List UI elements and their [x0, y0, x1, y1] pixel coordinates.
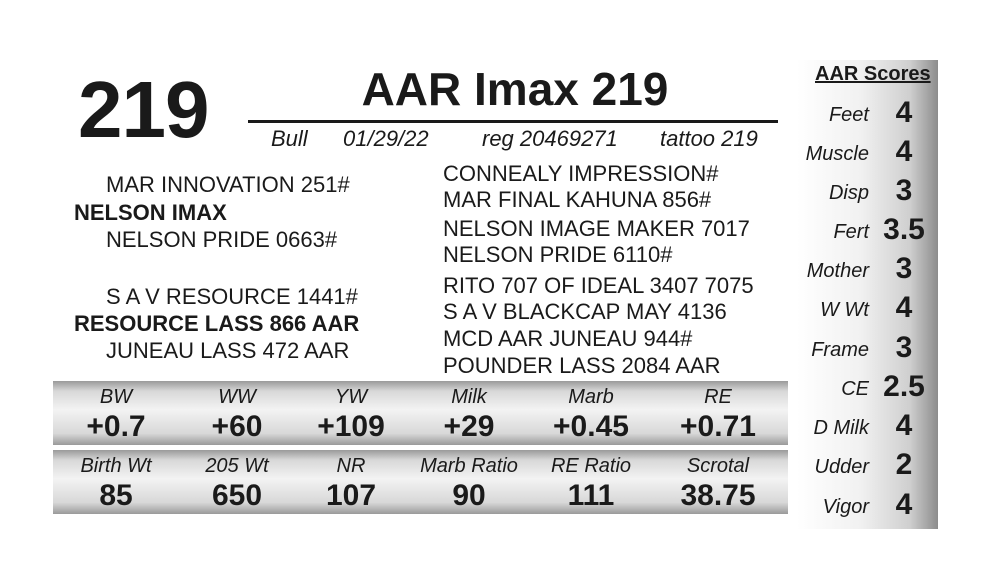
actual-label: Birth Wt: [80, 455, 152, 477]
epd-label: BW: [99, 386, 133, 408]
score-label-ce: CE: [841, 378, 869, 400]
sire: NELSON IMAX: [74, 200, 227, 225]
actual-marb-ratio: Marb Ratio 90: [409, 456, 529, 511]
epd-label: Marb: [568, 386, 614, 408]
score-label-feet: Feet: [828, 104, 869, 126]
actual-label: NR: [336, 455, 366, 477]
epd-value: +60: [211, 410, 263, 443]
actual-value: 38.75: [680, 479, 756, 512]
registration-number: reg 20469271: [482, 126, 618, 151]
score-label-disp: Disp: [828, 182, 869, 204]
animal-name: AAR Imax 219: [361, 63, 669, 115]
actual-value: 111: [567, 479, 615, 512]
lot-number: 219: [78, 65, 209, 154]
actual-value: 650: [211, 479, 263, 512]
score-value-d-milk: 4: [895, 409, 913, 442]
dam-dam: JUNEAU LASS 472 AAR: [106, 338, 350, 363]
sire-dam-dam: NELSON PRIDE 6110#: [443, 242, 673, 267]
actual-value: 90: [452, 479, 486, 512]
score-label-udder: Udder: [814, 456, 869, 478]
actual-re-ratio: RE Ratio 111: [531, 456, 651, 511]
score-label-w-wt: W Wt: [820, 299, 869, 321]
score-label-vigor: Vigor: [822, 496, 869, 518]
score-value-disp: 3: [895, 174, 913, 207]
actual-scrotal: Scrotal 38.75: [658, 456, 778, 511]
score-value-frame: 3: [895, 331, 913, 364]
score-value-ce: 2.5: [883, 370, 925, 403]
actual-label: 205 Wt: [205, 455, 269, 477]
dam-sire-dam: S A V BLACKCAP MAY 4136: [443, 299, 727, 324]
epd-marb: Marb +0.45: [531, 387, 651, 442]
epd-label: RE: [704, 386, 732, 408]
dam-dam-sire: MCD AAR JUNEAU 944#: [443, 326, 693, 351]
epd-value: +0.7: [86, 410, 146, 443]
score-label-d-milk: D Milk: [813, 417, 869, 439]
sire-sire-sire: CONNEALY IMPRESSION#: [443, 161, 719, 186]
epd-label: Milk: [451, 386, 487, 408]
epd-value: +0.45: [553, 410, 629, 443]
sire-sire: MAR INNOVATION 251#: [106, 172, 350, 197]
epd-yw: YW +109: [291, 387, 411, 442]
score-label-frame: Frame: [811, 339, 869, 361]
actual-label: Scrotal: [686, 455, 750, 477]
score-value-mother: 3: [895, 252, 913, 285]
epd-label: YW: [334, 386, 368, 408]
epd-band: BW +0.7 WW +60 YW +109 Milk +29 Marb +0.…: [53, 381, 788, 445]
tattoo: tattoo 219: [660, 126, 758, 151]
epd-ww: WW +60: [177, 387, 297, 442]
actual-label: Marb Ratio: [420, 455, 518, 477]
epd-milk: Milk +29: [409, 387, 529, 442]
actuals-band: Birth Wt 85 205 Wt 650 NR 107 Marb Ratio…: [53, 450, 788, 514]
score-value-w-wt: 4: [895, 291, 913, 324]
sire-sire-dam: MAR FINAL KAHUNA 856#: [443, 187, 712, 212]
epd-value: +109: [317, 410, 385, 443]
epd-bw: BW +0.7: [56, 387, 176, 442]
epd-re: RE +0.71: [658, 387, 778, 442]
actual-label: RE Ratio: [550, 455, 632, 477]
score-value-fert: 3.5: [883, 213, 925, 246]
score-value-udder: 2: [895, 448, 913, 481]
score-value-feet: 4: [895, 96, 913, 129]
sex: Bull: [271, 126, 308, 151]
sire-dam-sire: NELSON IMAGE MAKER 7017: [443, 216, 750, 241]
epd-value: +0.71: [680, 410, 756, 443]
birth-date: 01/29/22: [343, 126, 429, 151]
score-value-vigor: 4: [895, 488, 913, 521]
sire-dam: NELSON PRIDE 0663#: [106, 227, 338, 252]
actual-value: 107: [325, 479, 377, 512]
dam-sire: S A V RESOURCE 1441#: [106, 284, 358, 309]
aar-scores-panel: [797, 60, 938, 529]
dam-sire-sire: RITO 707 OF IDEAL 3407 7075: [443, 273, 754, 298]
score-label-mother: Mother: [806, 260, 869, 282]
actual-value: 85: [99, 479, 133, 512]
aar-scores-title: AAR Scores: [815, 63, 931, 85]
dam: RESOURCE LASS 866 AAR: [74, 311, 360, 336]
title-rule: [248, 120, 778, 123]
dam-dam-dam: POUNDER LASS 2084 AAR: [443, 353, 721, 378]
score-label-fert: Fert: [833, 221, 869, 243]
score-label-muscle: Muscle: [805, 143, 869, 165]
epd-value: +29: [443, 410, 495, 443]
score-value-muscle: 4: [895, 135, 913, 168]
actual-birth-wt: Birth Wt 85: [56, 456, 176, 511]
actual-205-wt: 205 Wt 650: [177, 456, 297, 511]
epd-label: WW: [218, 386, 256, 408]
actual-nr: NR 107: [291, 456, 411, 511]
